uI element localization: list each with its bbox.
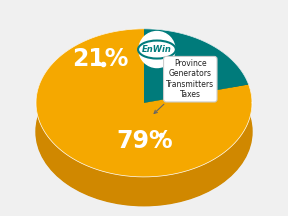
Text: EnWin: EnWin (142, 45, 172, 54)
Polygon shape (36, 29, 252, 177)
Polygon shape (36, 29, 252, 206)
Circle shape (139, 32, 175, 68)
Polygon shape (144, 84, 249, 132)
Polygon shape (144, 29, 249, 103)
Ellipse shape (36, 58, 252, 206)
Polygon shape (144, 84, 249, 132)
Text: 79%: 79% (116, 129, 173, 153)
Polygon shape (144, 29, 249, 113)
Text: Province
Generators
Transmitters
Taxes: Province Generators Transmitters Taxes (154, 59, 214, 113)
Text: 21%: 21% (72, 47, 128, 71)
